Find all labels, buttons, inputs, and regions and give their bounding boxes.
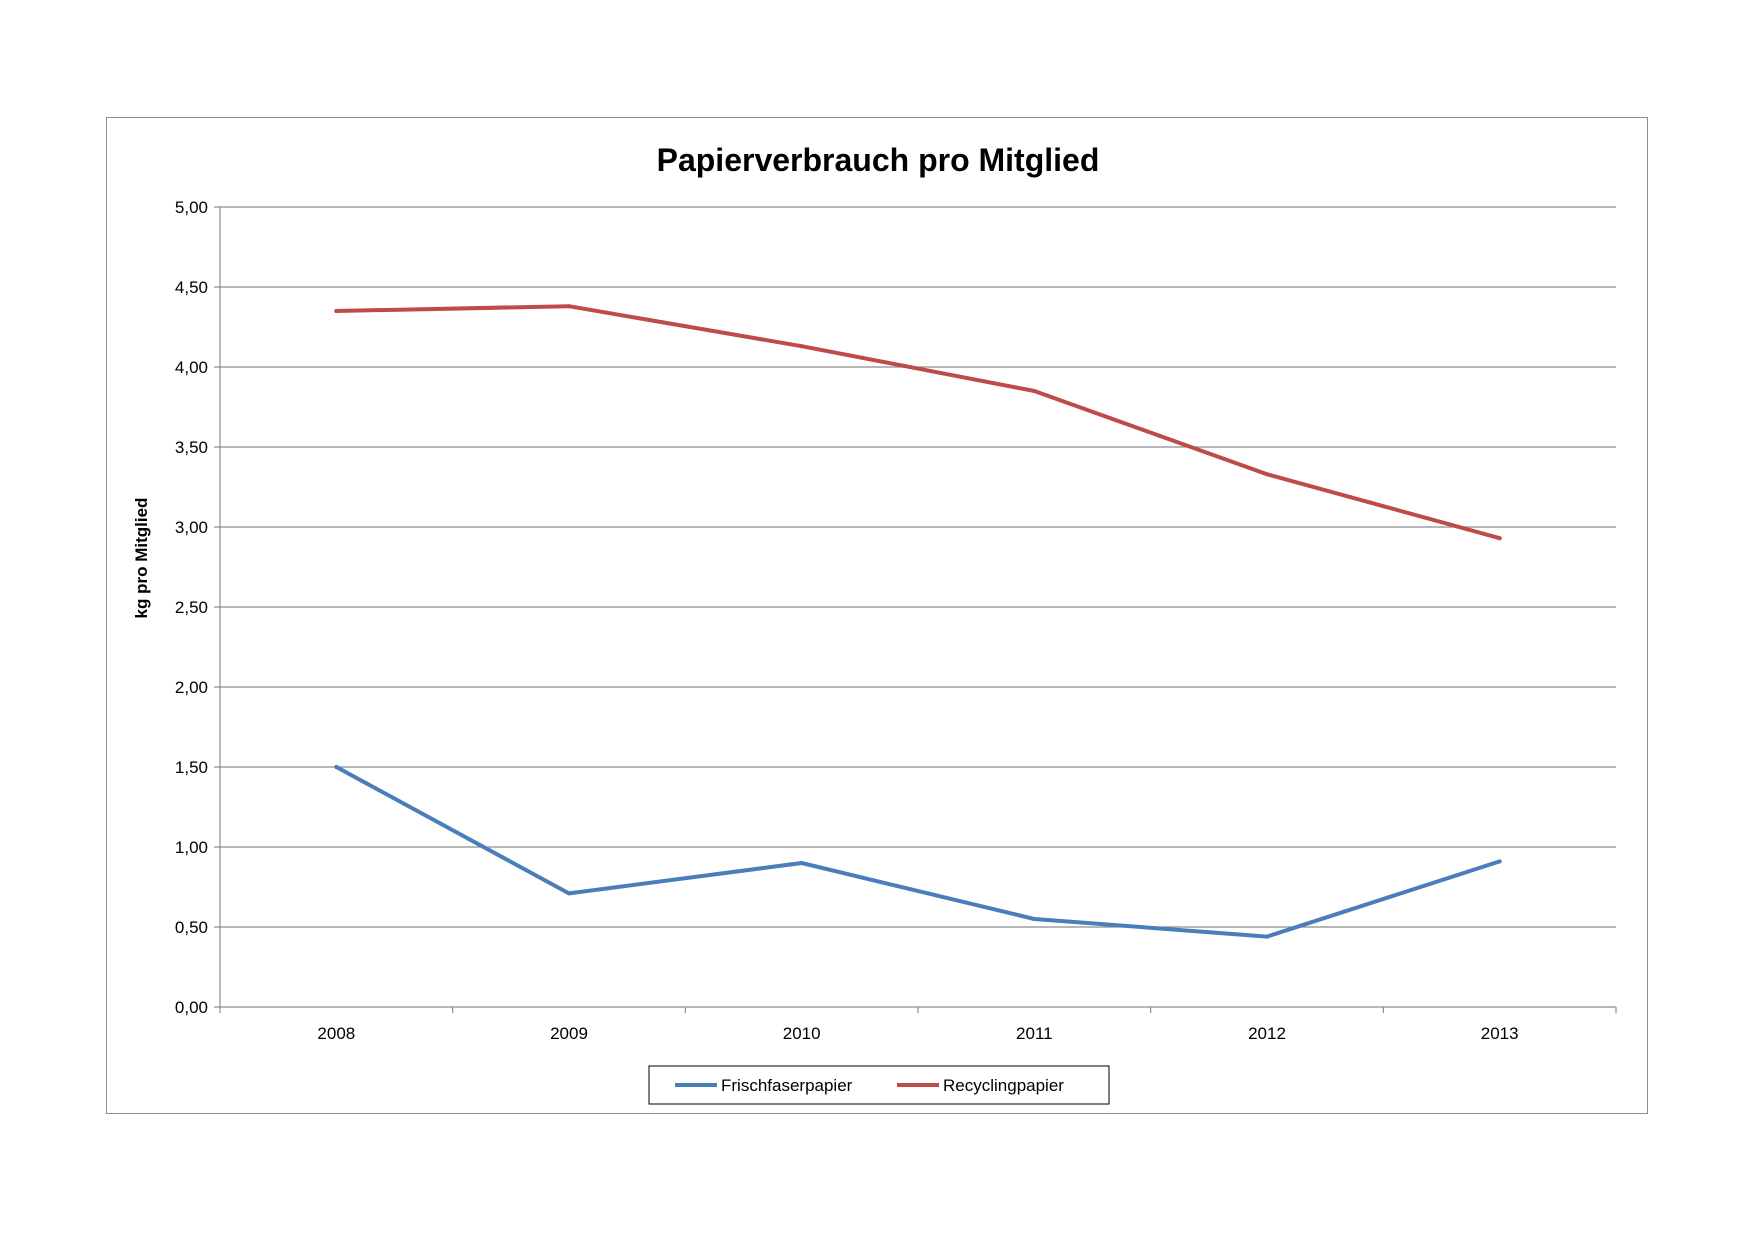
- data-point: [567, 304, 571, 309]
- axes: [214, 206, 1617, 1013]
- data-point: [799, 344, 804, 349]
- y-tick-labels: 0,00 0,50 1,00 1,50 2,00 2,50 3,00 3,50 4,00 4,50…: [175, 198, 208, 1017]
- data-point: [1032, 389, 1037, 393]
- series-lines: [334, 304, 1502, 939]
- y-tick-label: 1,00: [175, 838, 208, 857]
- y-tick-label: 5,00: [175, 198, 208, 217]
- series-line-1: [334, 765, 1502, 939]
- x-tick-label: 2009: [550, 1024, 588, 1043]
- data-point: [334, 765, 339, 769]
- data-point: [1497, 859, 1502, 864]
- x-tick-labels: 2008 2009 2010 2011 2012 2013: [317, 1024, 1518, 1043]
- data-point: [334, 309, 339, 313]
- x-tick-label: 2012: [1248, 1024, 1286, 1043]
- legend: Frischfaserpapier Recyclingpapier: [648, 1065, 1110, 1105]
- y-tick-label: 4,50: [175, 278, 208, 297]
- y-tick-label: 2,00: [175, 678, 208, 697]
- legend-label: Recyclingpapier: [943, 1076, 1064, 1095]
- chart-frame: Papierverbrauch pro Mitglied 0,00 0,50 1,0…: [106, 117, 1648, 1114]
- y-tick-label: 0,00: [175, 998, 208, 1017]
- gridlines: [220, 206, 1616, 928]
- y-tick-label: 0,50: [175, 918, 208, 937]
- data-point: [1032, 917, 1037, 921]
- y-tick-label: 2,50: [175, 598, 208, 617]
- data-point: [1497, 536, 1502, 541]
- data-point: [799, 861, 804, 865]
- x-tick-label: 2011: [1016, 1024, 1053, 1043]
- data-point: [1265, 472, 1269, 477]
- line-chart: Papierverbrauch pro Mitglied 0,00 0,50 1,0…: [132, 142, 1617, 1105]
- y-tick-label: 4,00: [175, 358, 208, 377]
- y-tick-label: 3,00: [175, 518, 208, 537]
- data-point: [567, 891, 571, 896]
- chart-title: Papierverbrauch pro Mitglied: [657, 142, 1100, 178]
- legend-box: [648, 1065, 1110, 1105]
- legend-label: Frischfaserpapier: [721, 1076, 853, 1095]
- y-tick-label: 3,50: [175, 438, 208, 457]
- series-line-2: [334, 304, 1502, 541]
- y-axis-label: kg pro Mitglied: [132, 498, 151, 619]
- x-tick-label: 2008: [317, 1024, 355, 1043]
- x-tick-label: 2010: [783, 1024, 821, 1043]
- data-point: [1265, 934, 1269, 939]
- y-tick-label: 1,50: [175, 758, 208, 777]
- x-tick-label: 2013: [1481, 1024, 1519, 1043]
